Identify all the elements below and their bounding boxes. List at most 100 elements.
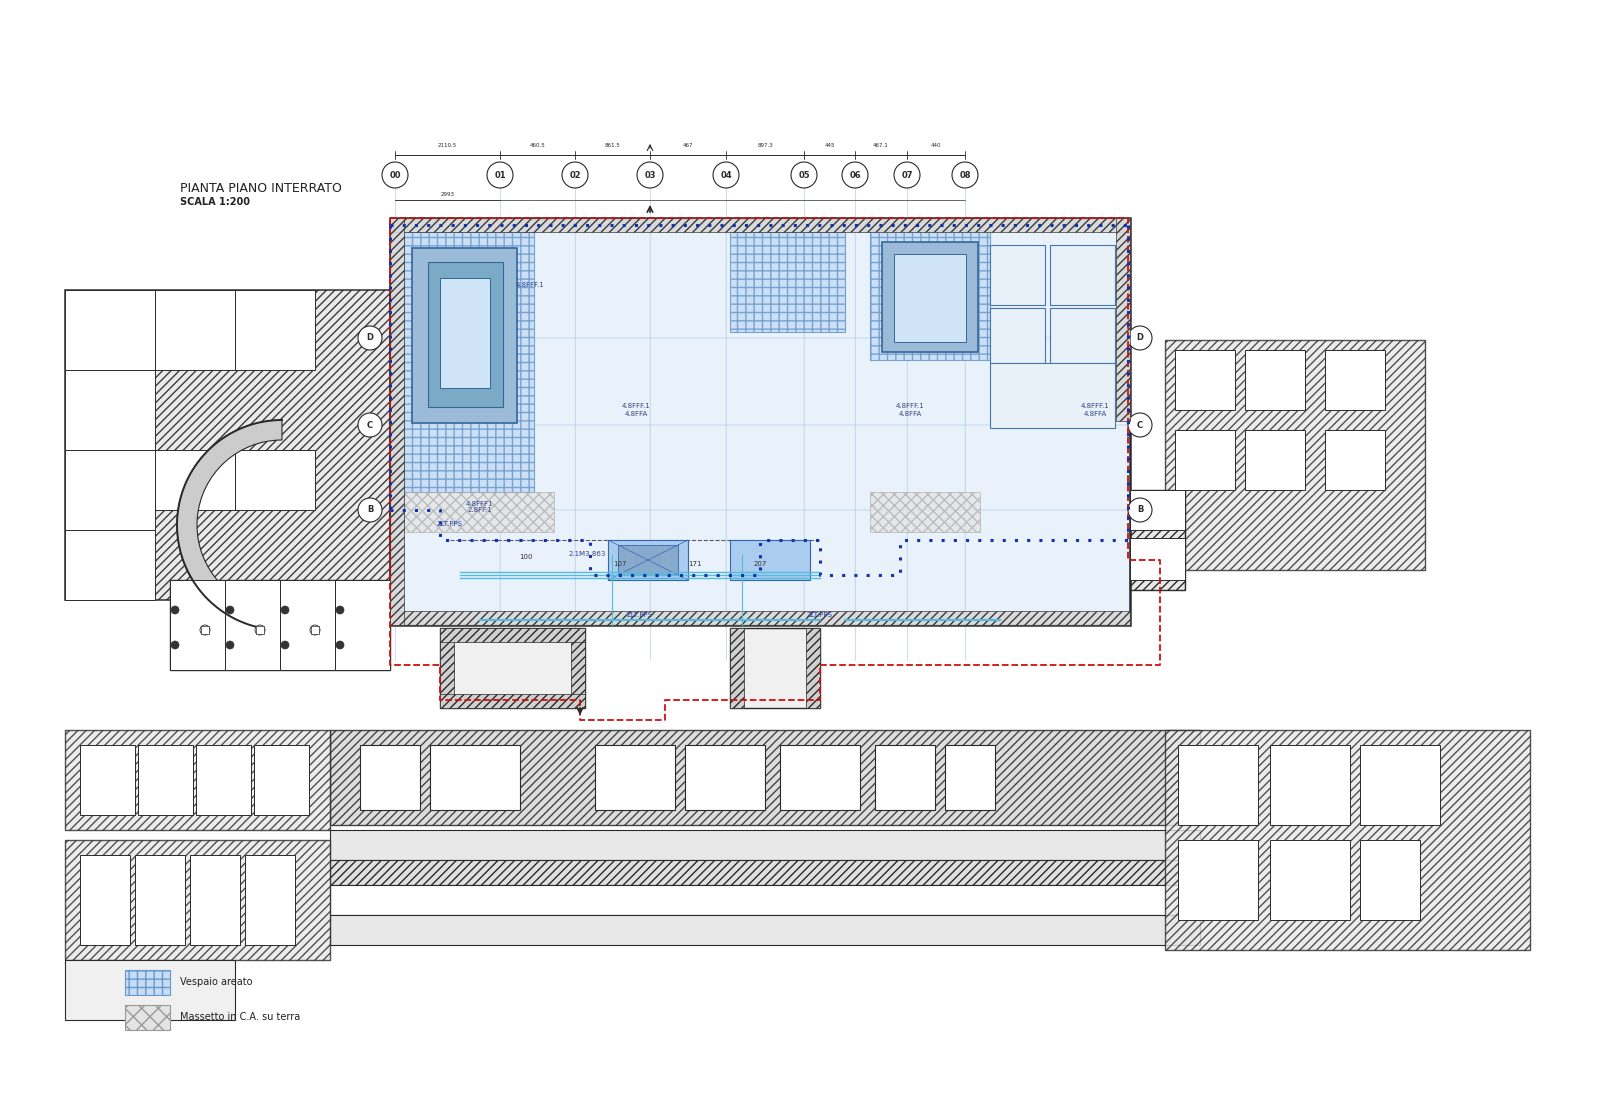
Bar <box>390 218 403 625</box>
Bar <box>390 610 1130 625</box>
Bar <box>1165 340 1426 570</box>
Text: PIANTA PIANO INTERRATO: PIANTA PIANO INTERRATO <box>179 182 342 195</box>
Text: 897.3: 897.3 <box>757 143 773 148</box>
Bar <box>1050 308 1115 363</box>
Bar <box>730 232 845 332</box>
Bar <box>66 730 330 830</box>
Bar <box>946 745 995 810</box>
Bar <box>730 628 819 708</box>
Bar <box>894 254 966 342</box>
Circle shape <box>200 625 210 635</box>
Bar <box>80 855 130 945</box>
Bar <box>360 745 419 810</box>
Bar <box>66 450 155 530</box>
Text: 2110.5: 2110.5 <box>438 143 458 148</box>
Text: C: C <box>1138 420 1142 429</box>
Bar <box>1325 430 1386 490</box>
Bar <box>618 544 678 575</box>
Circle shape <box>382 162 408 188</box>
Bar <box>440 628 454 708</box>
Bar <box>66 370 155 450</box>
Bar <box>390 218 1130 625</box>
Bar <box>1130 490 1186 590</box>
Circle shape <box>254 625 266 635</box>
Bar <box>571 628 586 708</box>
Bar <box>245 855 294 945</box>
Text: 4.8FFF.1
4.8FFA: 4.8FFF.1 4.8FFA <box>1080 404 1109 417</box>
Text: B: B <box>366 506 373 515</box>
Bar <box>235 290 315 370</box>
Bar <box>1360 840 1421 920</box>
Bar <box>781 745 861 810</box>
Bar <box>280 580 334 670</box>
Bar <box>1050 245 1115 305</box>
Bar <box>190 855 240 945</box>
Text: 2993: 2993 <box>440 191 454 197</box>
Bar <box>170 580 226 670</box>
Bar <box>685 745 765 810</box>
Bar <box>1360 745 1440 825</box>
Text: ZLT.PPS: ZLT.PPS <box>806 612 834 618</box>
Circle shape <box>637 162 662 188</box>
Circle shape <box>282 606 290 614</box>
Bar <box>875 745 934 810</box>
Text: B: B <box>1138 506 1142 515</box>
Text: 440: 440 <box>931 143 941 148</box>
Text: Vespaio areato: Vespaio areato <box>179 977 253 987</box>
Bar <box>440 628 586 708</box>
Bar <box>1174 350 1235 410</box>
Circle shape <box>358 498 382 522</box>
Bar <box>440 628 586 642</box>
Text: 03: 03 <box>645 170 656 179</box>
Bar <box>1174 430 1235 490</box>
Text: D: D <box>366 333 373 342</box>
Bar <box>66 290 155 370</box>
Bar <box>403 492 554 532</box>
Circle shape <box>1128 326 1152 350</box>
Text: SCALA 1:200: SCALA 1:200 <box>179 197 250 207</box>
Bar <box>730 540 810 580</box>
Circle shape <box>358 326 382 350</box>
Bar <box>80 745 134 815</box>
Circle shape <box>562 162 589 188</box>
Bar <box>1270 840 1350 920</box>
Bar <box>330 915 1200 945</box>
Bar <box>330 860 1200 886</box>
Circle shape <box>714 162 739 188</box>
Bar <box>1245 350 1306 410</box>
Circle shape <box>282 641 290 649</box>
Wedge shape <box>178 420 282 628</box>
Bar <box>195 745 251 815</box>
Text: 00: 00 <box>389 170 400 179</box>
Text: 4.8FFF.1: 4.8FFF.1 <box>515 282 544 288</box>
Bar <box>330 830 1200 860</box>
Bar <box>310 626 318 634</box>
Text: 01: 01 <box>494 170 506 179</box>
Bar <box>390 218 1130 625</box>
Bar <box>1270 745 1350 825</box>
Bar <box>403 232 534 492</box>
Text: 04: 04 <box>720 170 731 179</box>
Bar <box>155 290 235 370</box>
Bar <box>1325 350 1386 410</box>
Text: 467: 467 <box>683 143 693 148</box>
Bar <box>882 242 978 352</box>
Text: 460.5: 460.5 <box>530 143 546 148</box>
Text: 107: 107 <box>613 561 627 566</box>
Bar <box>1245 430 1306 490</box>
Text: 207: 207 <box>754 561 766 566</box>
Text: 4.8FFF.1
4.8FFA: 4.8FFF.1 4.8FFA <box>896 404 925 417</box>
Bar <box>66 530 155 600</box>
Bar <box>990 308 1045 363</box>
Bar <box>430 745 520 810</box>
Bar <box>202 626 210 634</box>
Bar <box>226 580 280 670</box>
Circle shape <box>226 606 234 614</box>
Text: Massetto in C.A. su terra: Massetto in C.A. su terra <box>179 1012 301 1022</box>
Bar <box>806 628 819 708</box>
Bar <box>1178 745 1258 825</box>
Text: 100: 100 <box>520 554 533 560</box>
Bar <box>66 840 330 960</box>
Bar <box>1130 490 1186 530</box>
Bar <box>595 745 675 810</box>
